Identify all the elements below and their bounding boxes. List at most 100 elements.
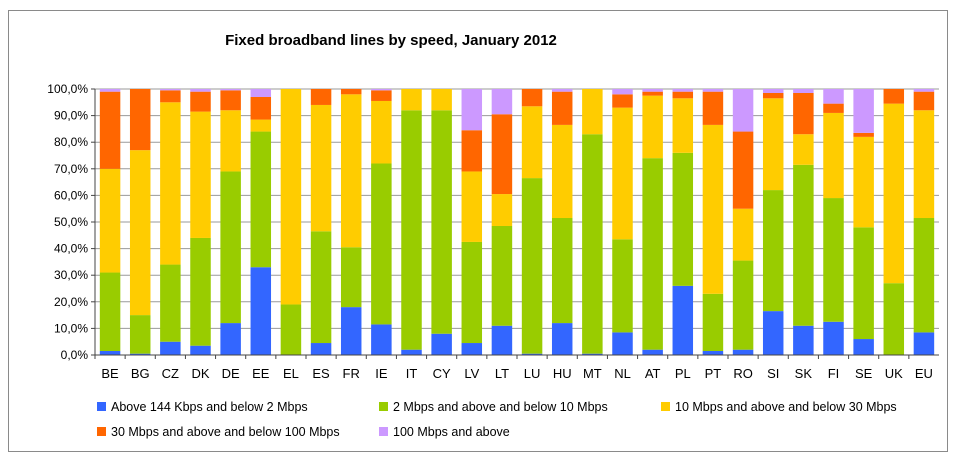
- bar-segment: [582, 353, 603, 355]
- bar-segment: [371, 89, 392, 91]
- bar-segment: [431, 89, 452, 111]
- bar-segment: [371, 163, 392, 325]
- chart-title: Fixed broadband lines by speed, January …: [225, 32, 557, 49]
- x-tick-label: RO: [733, 366, 753, 381]
- legend-label: 10 Mbps and above and below 30 Mbps: [675, 400, 897, 414]
- bar-segment: [190, 237, 211, 346]
- bar-segment: [310, 104, 332, 232]
- bar-segment: [853, 132, 874, 137]
- x-tick-label: DK: [191, 366, 209, 381]
- bar-segment: [762, 92, 784, 99]
- x-tick-label: HU: [553, 366, 572, 381]
- bar-segment: [310, 343, 332, 355]
- bar-segment: [823, 321, 844, 355]
- bar-segment: [371, 90, 392, 101]
- bar-segment: [913, 218, 935, 333]
- bar-segment: [702, 293, 724, 352]
- bar-segment: [853, 89, 874, 133]
- y-tick-label: 0,0%: [61, 348, 89, 362]
- bar-segment: [913, 332, 935, 355]
- x-tick-label: IE: [375, 366, 388, 381]
- bar-segment: [702, 91, 724, 125]
- x-tick-label: BG: [131, 366, 150, 381]
- y-axis-ticks: 0,0% 10,0% 20,0% 30,0% 40,0% 50,0% 60,0% 70,0% 8…: [47, 82, 95, 362]
- y-tick-label: 80,0%: [54, 135, 88, 149]
- bar-segment: [250, 131, 272, 268]
- bar-segment: [762, 190, 784, 312]
- x-tick-label: FR: [343, 366, 360, 381]
- bar-segment: [702, 89, 724, 92]
- bar-segment: [793, 164, 814, 326]
- bar-segment: [280, 89, 302, 305]
- x-tick-label: DE: [222, 366, 240, 381]
- bar-segment: [431, 110, 452, 334]
- bar-segment: [521, 178, 543, 354]
- bar-segment: [340, 307, 362, 355]
- legend-label: 100 Mbps and above: [393, 425, 510, 439]
- bar-segment: [491, 325, 513, 355]
- bar-segment: [551, 124, 573, 219]
- bar-segment: [762, 89, 784, 93]
- bar-segment: [99, 89, 121, 92]
- x-tick-label: LV: [464, 366, 479, 381]
- x-tick-label: ES: [312, 366, 330, 381]
- y-tick-label: 40,0%: [54, 242, 88, 256]
- bar-segment: [401, 349, 422, 355]
- y-tick-label: 50,0%: [54, 215, 88, 229]
- bar-segment: [220, 110, 241, 172]
- bar-segment: [913, 89, 935, 92]
- bar-segment: [129, 315, 151, 354]
- legend-swatch: [379, 427, 388, 436]
- bar-segment: [642, 158, 663, 350]
- bar-segment: [129, 353, 151, 355]
- bar-segment: [913, 91, 935, 111]
- bar-segment: [612, 94, 633, 108]
- chart-frame: Fixed broadband lines by speed, January …: [8, 10, 948, 452]
- bar-segment: [220, 323, 241, 355]
- y-tick-label: 60,0%: [54, 188, 88, 202]
- bar-segment: [491, 114, 513, 195]
- bar-segment: [672, 89, 694, 92]
- y-tick-label: 70,0%: [54, 162, 88, 176]
- bar-segment: [823, 103, 844, 113]
- x-tick-label: EL: [283, 366, 299, 381]
- bar-segment: [220, 171, 241, 324]
- bar-segment: [551, 91, 573, 125]
- bar-segment: [220, 90, 241, 111]
- bar-segment: [732, 349, 754, 355]
- x-tick-label: IT: [406, 366, 418, 381]
- legend-label: 30 Mbps and above and below 100 Mbps: [111, 425, 340, 439]
- bar-segment: [823, 198, 844, 322]
- bar-segment: [702, 124, 724, 294]
- x-axis-labels: BE BG CZ DK DE EE EL ES FR IE IT CY LV LT LU HU MT NL AT PL…: [94, 355, 933, 381]
- y-tick-label: 100,0%: [47, 82, 88, 96]
- legend-swatch: [97, 427, 106, 436]
- x-tick-label: CZ: [162, 366, 179, 381]
- bar-segment: [371, 324, 392, 355]
- bar-segment: [612, 107, 633, 240]
- bar-segment: [582, 134, 603, 354]
- bar-segment: [99, 91, 121, 169]
- bar-segment: [250, 96, 272, 120]
- bar-segment: [99, 351, 121, 355]
- bar-segment: [883, 89, 905, 104]
- x-tick-label: UK: [885, 366, 903, 381]
- legend-label: 2 Mbps and above and below 10 Mbps: [393, 400, 608, 414]
- bar-segment: [310, 89, 332, 105]
- bar-segment: [793, 325, 814, 355]
- bar-segment: [672, 91, 694, 99]
- bar-segment: [883, 103, 905, 284]
- x-tick-label: EU: [915, 366, 933, 381]
- bar-segment: [190, 111, 211, 238]
- bar-segment: [310, 231, 332, 344]
- x-tick-label: CY: [433, 366, 451, 381]
- x-tick-label: AT: [645, 366, 661, 381]
- bar-segment: [823, 112, 844, 199]
- bar-segment: [250, 89, 272, 97]
- bar-segment: [793, 134, 814, 165]
- bar-segment: [521, 89, 543, 107]
- bar-segment: [642, 95, 663, 159]
- x-tick-label: PL: [675, 366, 691, 381]
- y-tick-label: 20,0%: [54, 295, 88, 309]
- bar-segment: [582, 89, 603, 135]
